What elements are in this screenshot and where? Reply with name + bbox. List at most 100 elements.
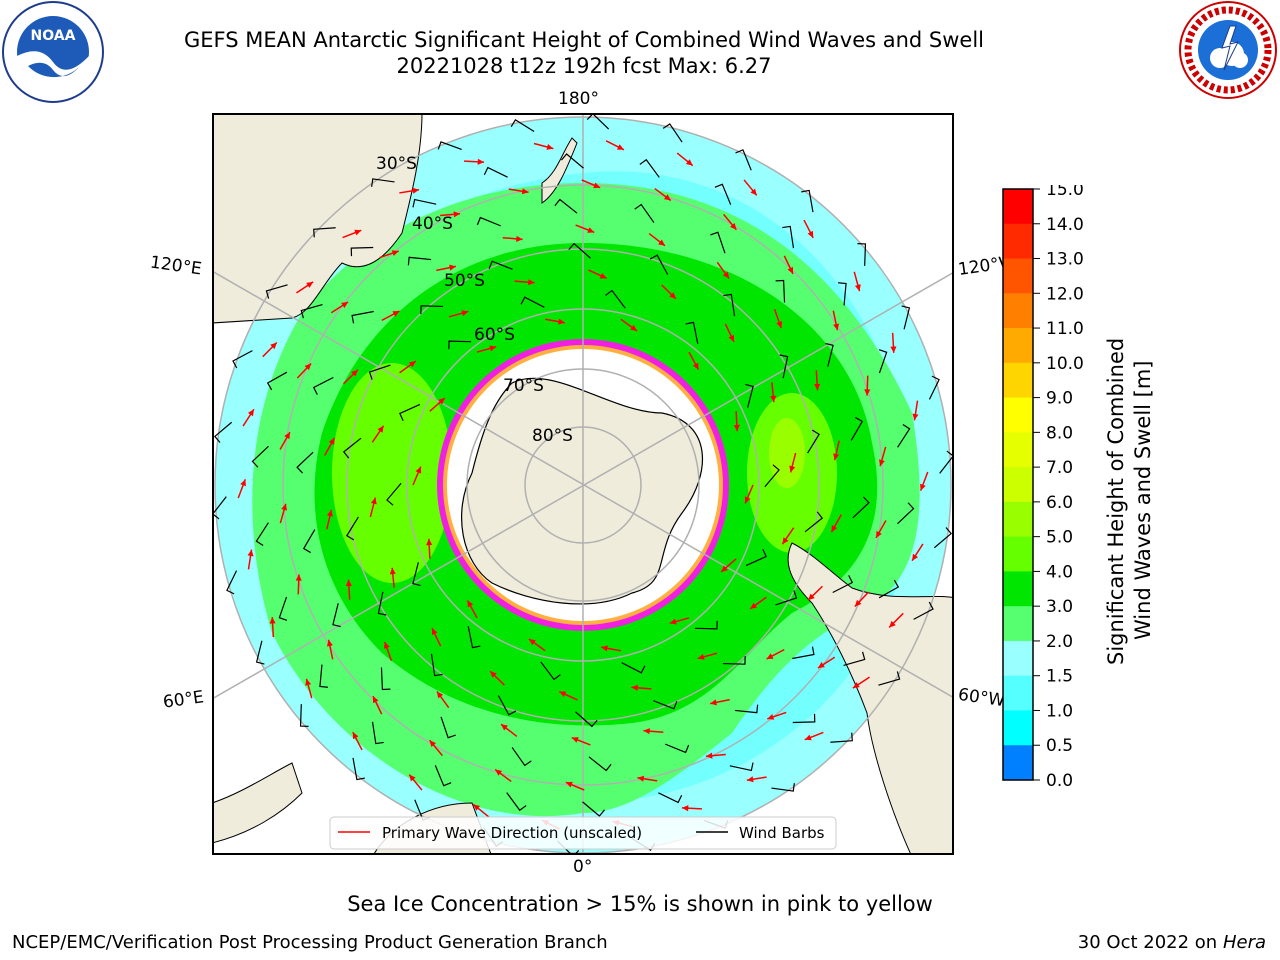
- wave-arrow-head: [854, 599, 862, 607]
- wave-arrow-head: [558, 318, 565, 325]
- colorbar-cell: [1003, 745, 1033, 781]
- lat-label-30s: 30°S: [376, 154, 417, 174]
- colorbar-cell: [1003, 397, 1033, 433]
- wave-arrow-head: [920, 483, 926, 491]
- wind-barb: [434, 765, 452, 787]
- wind-barb: [371, 178, 395, 187]
- wave-arrow-head: [787, 266, 794, 274]
- wave-height-max: [769, 418, 805, 488]
- wind-barb: [897, 423, 911, 448]
- wind-barb: [368, 364, 391, 380]
- wave-arrow-head: [345, 579, 352, 587]
- wind-barb: [332, 603, 341, 628]
- wave-arrow-head: [341, 301, 349, 308]
- wind-barb: [506, 792, 527, 812]
- wave-arrow-head: [409, 774, 416, 782]
- colorbar-cell: [1003, 640, 1033, 677]
- colorbar-tick-label: 11.0: [1046, 319, 1084, 339]
- wind-barb: [299, 704, 309, 727]
- wind-barb: [346, 516, 359, 541]
- wave-arrow-head: [306, 281, 314, 288]
- wave-arrow-head: [495, 769, 503, 776]
- lon-label-120e: 120°E: [148, 252, 203, 280]
- wind-barb: [792, 646, 815, 660]
- wave-arrow-head: [467, 600, 474, 608]
- colorbar-cell: [1003, 362, 1033, 399]
- wind-barb: [825, 342, 834, 367]
- colorbar-tick-label: 5.0: [1046, 528, 1073, 548]
- wave-arrow-head: [559, 691, 567, 698]
- wind-barb: [662, 123, 683, 143]
- wind-barb: [302, 529, 316, 554]
- date-line: 30 Oct 2022 on Hera: [1078, 932, 1266, 953]
- wind-barb: [735, 149, 752, 171]
- wind-barb: [582, 801, 605, 817]
- wave-arrow-head: [477, 158, 485, 165]
- wind-barb: [351, 310, 374, 324]
- wind-barb: [771, 783, 795, 792]
- wind-barb: [764, 464, 780, 488]
- wind-barb: [852, 496, 870, 519]
- wave-arrow-head: [658, 239, 665, 246]
- wind-barb: [775, 279, 786, 303]
- wave-arrow-head: [247, 549, 254, 557]
- lat-label-80s: 80°S: [532, 426, 573, 446]
- wave-arrow-head: [377, 425, 384, 433]
- wave-arrow-head: [326, 639, 333, 647]
- wave-arrow-head: [890, 346, 897, 353]
- wave-arrow-head: [383, 641, 390, 649]
- wind-barb: [639, 158, 660, 178]
- wave-arrow-head: [681, 805, 689, 812]
- wave-arrow-head: [705, 752, 713, 759]
- wind-barb: [448, 340, 472, 350]
- colorbar-cell: [1003, 571, 1033, 607]
- legend-wind-label: Wind Barbs: [739, 824, 825, 842]
- wave-arrow-head: [354, 229, 362, 236]
- lat-label-50s: 50°S: [444, 271, 485, 291]
- wave-height-5-6m-west: [332, 363, 452, 583]
- wind-barb: [939, 450, 953, 474]
- colorbar-tick-label: 0.5: [1046, 736, 1073, 756]
- wind-barb: [497, 695, 517, 716]
- colorbar-tick-label: 12.0: [1046, 284, 1084, 304]
- wave-arrow-head: [351, 369, 358, 377]
- wave-arrow-head: [326, 509, 333, 517]
- wave-arrow-head: [789, 465, 796, 473]
- lon-label-180: 180°: [558, 89, 599, 109]
- colorbar-tick-label: 4.0: [1046, 562, 1073, 582]
- wave-arrow-head: [730, 222, 737, 230]
- wave-arrow-head: [807, 230, 814, 238]
- colorbar-tick-label: 6.0: [1046, 493, 1073, 513]
- wind-barb: [653, 700, 678, 710]
- wind-barb: [843, 651, 866, 666]
- wind-barb: [420, 305, 444, 314]
- wind-barb: [342, 437, 362, 459]
- wave-arrow-head: [599, 272, 607, 279]
- wind-barb: [722, 656, 746, 665]
- antarctica-landmass: [461, 377, 704, 605]
- wind-barb: [510, 119, 535, 133]
- wave-arrow-head: [697, 653, 705, 660]
- wave-arrow-head: [269, 617, 276, 624]
- colorbar-tick-label: 1.0: [1046, 701, 1073, 721]
- wave-arrow-head: [817, 662, 825, 669]
- wind-barb: [213, 496, 227, 520]
- wave-arrow-head: [692, 362, 699, 370]
- noaa-logo: NOAA: [2, 1, 104, 103]
- wave-arrow-head: [750, 602, 758, 609]
- colorbar-tick-label: 14.0: [1046, 215, 1084, 235]
- colorbar-tick-label: 15.0: [1046, 185, 1084, 200]
- wind-barb: [407, 256, 432, 266]
- colorbar-cell: [1003, 223, 1033, 260]
- wind-barb: [412, 562, 421, 587]
- wind-barb: [575, 711, 598, 728]
- wind-barb: [467, 625, 481, 649]
- wind-barb: [832, 575, 854, 594]
- wave-arrow-head: [728, 334, 735, 342]
- wave-arrow-head: [864, 389, 871, 396]
- wave-arrow-head: [831, 525, 838, 533]
- wave-arrow-head: [521, 188, 529, 195]
- wave-arrow-head: [710, 699, 717, 706]
- wave-arrow-head: [814, 383, 821, 391]
- colorbar-cell: [1003, 710, 1033, 746]
